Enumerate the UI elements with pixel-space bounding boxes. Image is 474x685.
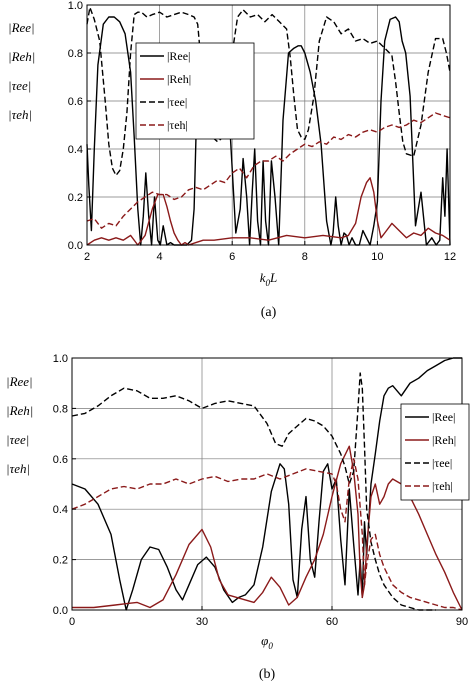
x-tick-label: 8 [302, 251, 308, 263]
y-axis-label-line: |τee| [6, 432, 29, 447]
y-tick-label: 1.0 [53, 353, 68, 365]
x-tick-label: 60 [326, 616, 338, 628]
x-tick-label: 0 [69, 616, 75, 628]
x-axis-label: φ0 [261, 633, 273, 651]
x-tick-label: 12 [444, 251, 456, 263]
x-tick-label: 6 [229, 251, 235, 263]
x-tick-label: 2 [84, 251, 90, 263]
legend: |Ree| |Reh| |τee| |τeh| [135, 42, 255, 140]
x-axis-label: k0L [260, 270, 278, 288]
panel-b: 0 30 60 90 0.0 0.2 0.4 0.6 0.8 1.0 |Ree| |Reh| |τee|… [6, 353, 470, 682]
legend: |Ree| |Reh| |τee| |τeh| [400, 403, 470, 501]
y-tick-label: 0.8 [68, 48, 83, 60]
legend-entry-3: |τee| [432, 456, 452, 470]
panel-caption: (b) [259, 667, 276, 682]
legend-entry-1: |Ree| [167, 49, 190, 63]
y-tick-label: 0.0 [53, 605, 68, 617]
series-line-1 [71, 357, 462, 611]
legend-entry-1: |Ree| [432, 410, 455, 424]
x-tick-label: 10 [371, 251, 383, 263]
panel-a: 2 4 6 8 10 12 0.0 0.2 0.4 0.6 0.8 1.0 |Ree| |Reh| |τee… [8, 0, 456, 320]
y-axis-label-line: |Ree| [6, 374, 33, 389]
y-tick-label: 0.6 [53, 454, 68, 466]
y-axis-label-line: |Ree| [8, 20, 35, 35]
y-tick-label: 0.4 [53, 504, 68, 516]
x-tick-label: 4 [157, 251, 163, 263]
legend-entry-4: |τeh| [167, 118, 188, 132]
y-tick-label: 0.2 [68, 192, 83, 204]
y-axis-label-line: |Reh| [8, 49, 35, 64]
legend-entry-4: |τeh| [432, 479, 453, 493]
y-axis-label-line: |τeh| [6, 461, 30, 476]
series-line-1 [86, 16, 451, 246]
legend-entry-3: |τee| [167, 95, 187, 109]
series-line-2 [72, 445, 463, 611]
series-line-3 [86, 6, 451, 177]
series-line-4 [86, 112, 451, 229]
y-tick-label: 1.0 [68, 0, 83, 12]
y-axis-label-line: |τee| [8, 78, 31, 93]
x-tick-label: 90 [456, 616, 468, 628]
x-tick-label: 30 [196, 616, 208, 628]
plot-frame [86, 4, 451, 246]
panel-caption: (a) [261, 305, 277, 320]
y-tick-label: 0.8 [53, 403, 68, 415]
series-line-3 [71, 372, 436, 611]
legend-entry-2: |Reh| [432, 433, 456, 447]
y-tick-label: 0.2 [53, 555, 68, 567]
series-line-2 [86, 177, 451, 246]
legend-entry-2: |Reh| [167, 72, 191, 86]
y-tick-label: 0.4 [68, 144, 83, 156]
series-line-4 [71, 458, 463, 611]
y-axis-label-line: |Reh| [6, 403, 33, 418]
y-tick-label: 0.0 [68, 240, 83, 252]
y-tick-label: 0.6 [68, 96, 83, 108]
y-axis-label-line: |τeh| [8, 107, 32, 122]
